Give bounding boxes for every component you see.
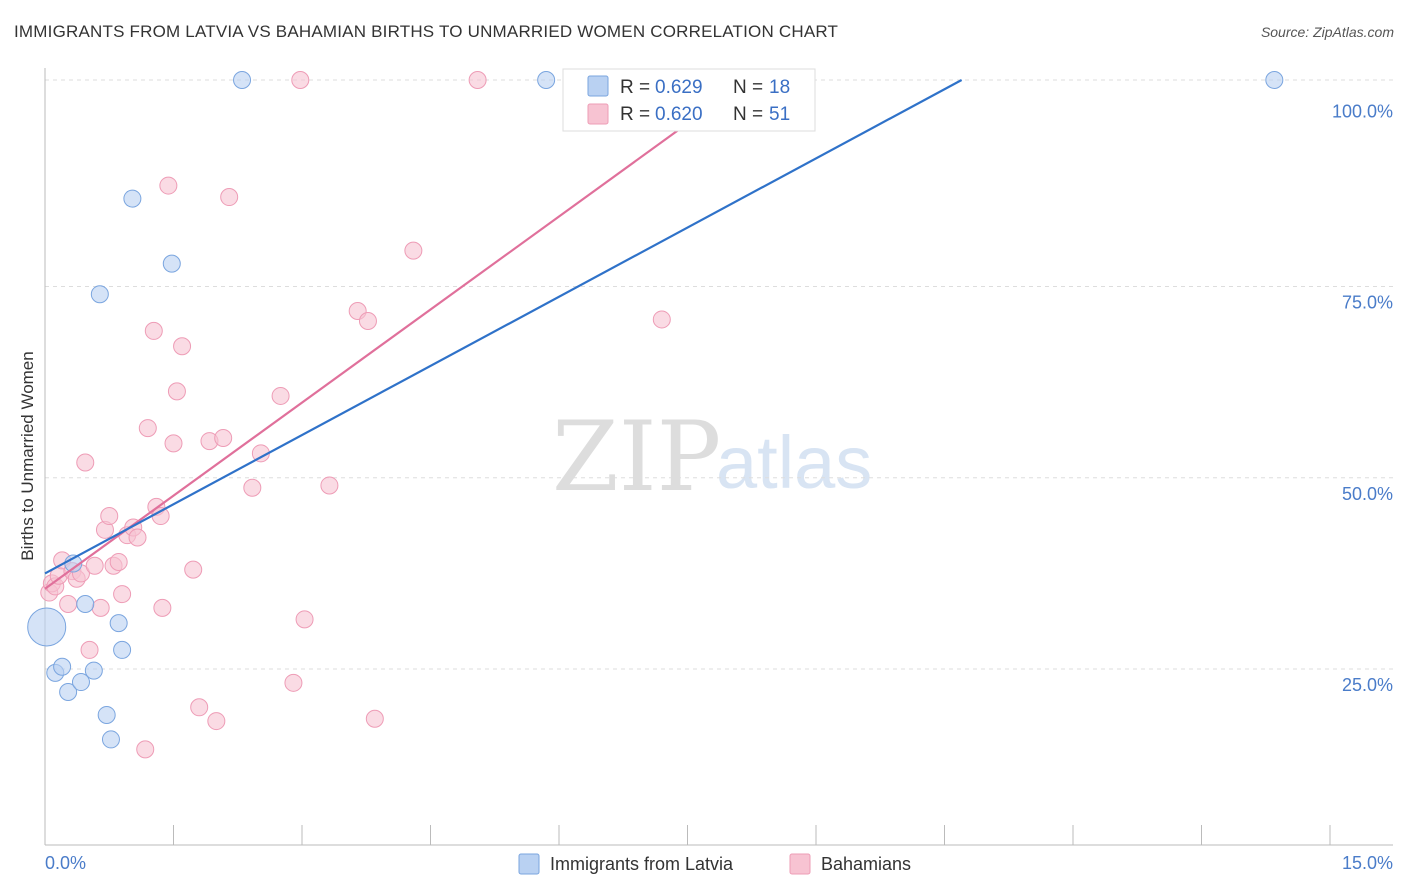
latvia-point xyxy=(76,595,95,614)
bahamian-point xyxy=(128,528,147,547)
correlation-legend: R = 0.629 N = 18 R = 0.620 N = 51 xyxy=(562,68,816,132)
x-tick-labels: 0.0% 15.0% xyxy=(45,853,1393,873)
x-tick-label: 15.0% xyxy=(1342,853,1393,873)
latvia-point xyxy=(109,614,128,633)
watermark-atlas: atlas xyxy=(716,421,872,504)
bahamian-point xyxy=(214,429,233,448)
bahamian-point xyxy=(138,419,157,438)
legend-n-value: 51 xyxy=(769,104,790,125)
x-ticks xyxy=(44,825,1331,845)
bahamian-point xyxy=(76,453,95,472)
latvia-points xyxy=(27,71,1284,749)
x-tick-label: 0.0% xyxy=(45,853,86,873)
bahamian-point xyxy=(159,176,178,195)
watermark-zip: ZIP xyxy=(552,401,721,513)
bahamian-point xyxy=(404,241,423,260)
latvia-point xyxy=(101,730,120,749)
bahamian-point xyxy=(59,595,78,614)
bahamian-trend-line xyxy=(44,79,749,590)
latvia-point xyxy=(84,661,103,680)
y-tick-labels: 25.0% 50.0% 75.0% 100.0% xyxy=(1332,101,1393,695)
bahamian-point xyxy=(358,311,377,330)
bahamian-point xyxy=(167,382,186,401)
bahamian-point xyxy=(190,698,209,717)
watermark: ZIP atlas xyxy=(552,401,872,513)
legend-r-value: 0.620 xyxy=(655,104,703,125)
legend-swatch-latvia xyxy=(518,853,540,875)
legend-label-latvia: Immigrants from Latvia xyxy=(550,854,734,874)
legend-n-label: N = xyxy=(733,77,763,98)
bahamian-point xyxy=(365,709,384,728)
bahamian-point xyxy=(243,478,262,497)
axes xyxy=(44,68,1393,846)
bahamian-point xyxy=(91,598,110,617)
gridlines xyxy=(45,79,1393,670)
y-tick-label: 25.0% xyxy=(1342,675,1393,695)
legend-r-label: R = xyxy=(620,77,650,98)
series-legend: Immigrants from Latvia Bahamians xyxy=(518,853,911,875)
y-tick-label: 50.0% xyxy=(1342,484,1393,504)
latvia-point xyxy=(27,607,67,647)
bahamian-point xyxy=(284,673,303,692)
bahamian-point xyxy=(291,71,310,89)
legend-r-label: R = xyxy=(620,104,650,125)
bahamian-point xyxy=(144,321,163,340)
trend-lines xyxy=(44,79,963,590)
y-axis-label: Births to Unmarried Women xyxy=(18,351,37,560)
bahamian-point xyxy=(85,556,104,575)
bahamian-point xyxy=(271,386,290,405)
bahamian-point xyxy=(468,71,487,89)
latvia-point xyxy=(233,71,252,89)
legend-swatch-latvia xyxy=(587,75,609,97)
bahamian-point xyxy=(100,507,119,526)
source-label: Source: ZipAtlas.com xyxy=(1260,24,1394,40)
chart-title: IMMIGRANTS FROM LATVIA VS BAHAMIAN BIRTH… xyxy=(14,22,839,41)
latvia-trend-line xyxy=(44,79,963,575)
legend-r-value: 0.629 xyxy=(655,77,703,98)
bahamian-point xyxy=(220,188,239,207)
bahamian-point xyxy=(295,610,314,629)
latvia-point xyxy=(53,657,72,676)
bahamian-point xyxy=(207,712,226,731)
latvia-point xyxy=(113,640,132,659)
bahamian-point xyxy=(153,598,172,617)
bahamian-point xyxy=(109,552,128,571)
bahamian-point xyxy=(164,434,183,453)
bahamian-point xyxy=(136,740,155,759)
bahamian-point xyxy=(652,310,671,329)
latvia-point xyxy=(123,189,142,208)
latvia-point xyxy=(537,71,556,89)
legend-n-value: 18 xyxy=(769,77,790,98)
latvia-point xyxy=(59,683,78,701)
legend-label-bahamian: Bahamians xyxy=(821,854,911,874)
bahamian-point xyxy=(80,640,99,659)
latvia-point xyxy=(90,285,109,304)
latvia-point xyxy=(97,705,116,724)
legend-swatch-bahamian xyxy=(587,103,609,125)
y-tick-label: 75.0% xyxy=(1342,293,1393,313)
bahamian-points xyxy=(40,71,706,759)
latvia-point xyxy=(1265,71,1284,89)
y-tick-label: 100.0% xyxy=(1332,101,1393,121)
legend-n-label: N = xyxy=(733,104,763,125)
legend-swatch-bahamian xyxy=(789,853,811,875)
bahamian-point xyxy=(113,585,132,604)
bahamian-point xyxy=(320,476,339,495)
latvia-point xyxy=(71,673,90,692)
latvia-point xyxy=(162,254,181,273)
bahamian-point xyxy=(184,560,203,579)
bahamian-point xyxy=(173,337,192,356)
